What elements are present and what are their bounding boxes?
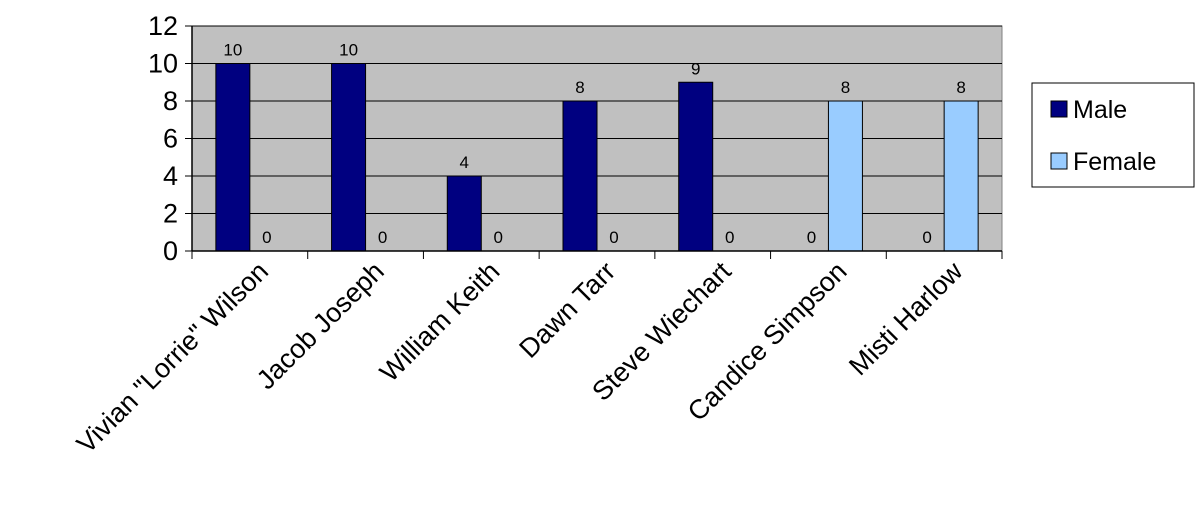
- bar-male: [331, 63, 367, 252]
- x-category-label: Vivian "Lorrie" Wilson: [71, 256, 274, 459]
- bar-female: [943, 100, 979, 252]
- bar-male: [562, 100, 598, 252]
- data-label: 0: [725, 228, 734, 247]
- x-category-label: Misti Harlow: [843, 256, 969, 382]
- data-label: 8: [956, 78, 965, 97]
- data-label: 10: [339, 41, 358, 60]
- y-tick-label: 4: [163, 161, 178, 191]
- y-tick-labels: 0 2 4 6 8 10 12: [148, 11, 178, 266]
- gridlines: [192, 25, 1002, 214]
- y-tick-label: 8: [163, 86, 178, 116]
- legend-box: [1031, 82, 1195, 188]
- legend-label-female: Female: [1073, 148, 1156, 176]
- bars: [215, 63, 979, 252]
- y-tick-label: 12: [148, 11, 178, 41]
- y-tick-label: 0: [163, 236, 178, 266]
- x-category-label: Dawn Tarr: [513, 256, 621, 364]
- bar-female: [827, 100, 863, 252]
- y-tick-label: 2: [163, 199, 178, 229]
- legend-label-male: Male: [1073, 96, 1127, 124]
- data-label: 10: [223, 41, 242, 60]
- data-label: 0: [494, 228, 503, 247]
- bar-male: [678, 81, 714, 252]
- data-label: 8: [575, 78, 584, 97]
- data-label: 0: [922, 228, 931, 247]
- data-label: 0: [378, 228, 387, 247]
- legend-swatch-female: [1050, 152, 1068, 170]
- bar-male: [215, 63, 251, 252]
- data-labels: 10 0 10 0 4 0 8 0 9 0 0 8 0 8: [223, 41, 965, 248]
- legend-swatch-male: [1050, 100, 1068, 118]
- x-category-label: William Keith: [374, 256, 506, 388]
- axes: [185, 25, 1003, 259]
- data-label: 0: [807, 228, 816, 247]
- data-label: 9: [691, 59, 700, 78]
- bar-male: [446, 175, 482, 252]
- y-tick-label: 10: [148, 49, 178, 79]
- y-tick-label: 6: [163, 124, 178, 154]
- data-label: 4: [460, 153, 469, 172]
- legend: Male Female: [1031, 82, 1195, 188]
- data-label: 0: [609, 228, 618, 247]
- data-label: 0: [262, 228, 271, 247]
- data-label: 8: [841, 78, 850, 97]
